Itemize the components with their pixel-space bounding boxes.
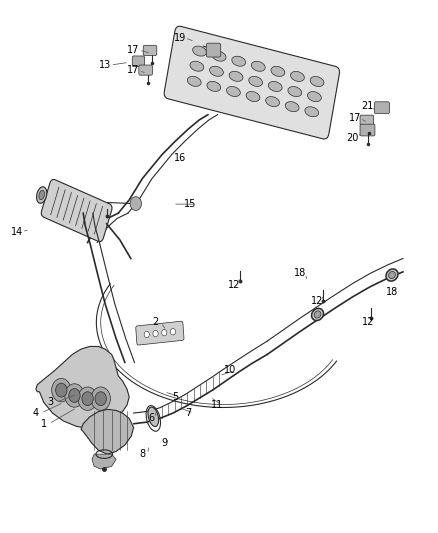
FancyBboxPatch shape xyxy=(143,45,157,55)
Ellipse shape xyxy=(39,190,45,200)
Text: 5: 5 xyxy=(172,392,178,402)
Ellipse shape xyxy=(249,76,262,86)
Polygon shape xyxy=(92,454,116,469)
Text: 1: 1 xyxy=(41,419,47,429)
Circle shape xyxy=(52,378,71,402)
Text: 9: 9 xyxy=(161,439,167,448)
Text: 17: 17 xyxy=(349,114,361,123)
Ellipse shape xyxy=(232,56,246,66)
Text: 21: 21 xyxy=(362,101,374,110)
Text: 3: 3 xyxy=(47,398,53,407)
Ellipse shape xyxy=(246,92,260,102)
Circle shape xyxy=(153,330,158,337)
Ellipse shape xyxy=(226,86,240,96)
Text: 7: 7 xyxy=(185,408,191,418)
Circle shape xyxy=(162,329,167,336)
Ellipse shape xyxy=(290,71,304,82)
Circle shape xyxy=(95,392,106,406)
FancyBboxPatch shape xyxy=(132,56,145,67)
Text: 10: 10 xyxy=(224,366,236,375)
Text: 6: 6 xyxy=(148,414,154,423)
Ellipse shape xyxy=(386,269,398,281)
FancyBboxPatch shape xyxy=(360,115,374,125)
Ellipse shape xyxy=(266,96,279,107)
Circle shape xyxy=(170,328,176,335)
FancyBboxPatch shape xyxy=(206,43,221,57)
FancyBboxPatch shape xyxy=(41,180,112,241)
Text: 8: 8 xyxy=(139,449,145,459)
Ellipse shape xyxy=(268,82,282,92)
Ellipse shape xyxy=(389,271,396,279)
Ellipse shape xyxy=(307,92,321,102)
Ellipse shape xyxy=(209,66,223,76)
Ellipse shape xyxy=(193,46,206,56)
Circle shape xyxy=(65,384,84,407)
Circle shape xyxy=(130,197,141,211)
Text: 12: 12 xyxy=(228,280,240,290)
Circle shape xyxy=(82,392,93,406)
FancyBboxPatch shape xyxy=(139,65,152,75)
Text: 18: 18 xyxy=(294,269,306,278)
Text: 13: 13 xyxy=(99,60,111,70)
Polygon shape xyxy=(81,409,134,454)
Circle shape xyxy=(144,332,149,338)
Text: 4: 4 xyxy=(33,408,39,418)
Ellipse shape xyxy=(314,311,321,318)
Ellipse shape xyxy=(148,407,159,426)
Ellipse shape xyxy=(251,61,265,71)
Circle shape xyxy=(91,387,110,410)
FancyBboxPatch shape xyxy=(360,124,375,136)
Circle shape xyxy=(78,387,97,410)
Circle shape xyxy=(56,383,67,397)
Text: 20: 20 xyxy=(346,133,359,142)
Ellipse shape xyxy=(288,86,302,96)
Text: 17: 17 xyxy=(127,45,140,55)
Ellipse shape xyxy=(207,82,221,92)
Ellipse shape xyxy=(229,71,243,82)
Text: 2: 2 xyxy=(152,318,159,327)
Ellipse shape xyxy=(36,187,47,203)
Ellipse shape xyxy=(285,102,299,112)
Ellipse shape xyxy=(311,309,324,320)
Text: 18: 18 xyxy=(386,287,398,296)
Text: 16: 16 xyxy=(173,154,186,163)
Ellipse shape xyxy=(187,76,201,86)
Text: 12: 12 xyxy=(362,318,374,327)
Text: 14: 14 xyxy=(11,227,23,237)
Ellipse shape xyxy=(212,51,226,61)
Text: 11: 11 xyxy=(211,400,223,410)
Circle shape xyxy=(69,389,80,402)
Ellipse shape xyxy=(310,76,324,86)
Ellipse shape xyxy=(271,66,285,76)
Text: 12: 12 xyxy=(311,296,324,306)
Text: 17: 17 xyxy=(127,66,140,75)
Ellipse shape xyxy=(190,61,204,71)
Text: 19: 19 xyxy=(173,33,186,43)
FancyBboxPatch shape xyxy=(374,102,389,114)
Text: 15: 15 xyxy=(184,199,197,209)
FancyBboxPatch shape xyxy=(164,26,339,139)
Ellipse shape xyxy=(305,107,319,117)
Polygon shape xyxy=(36,346,129,427)
FancyBboxPatch shape xyxy=(136,321,184,345)
